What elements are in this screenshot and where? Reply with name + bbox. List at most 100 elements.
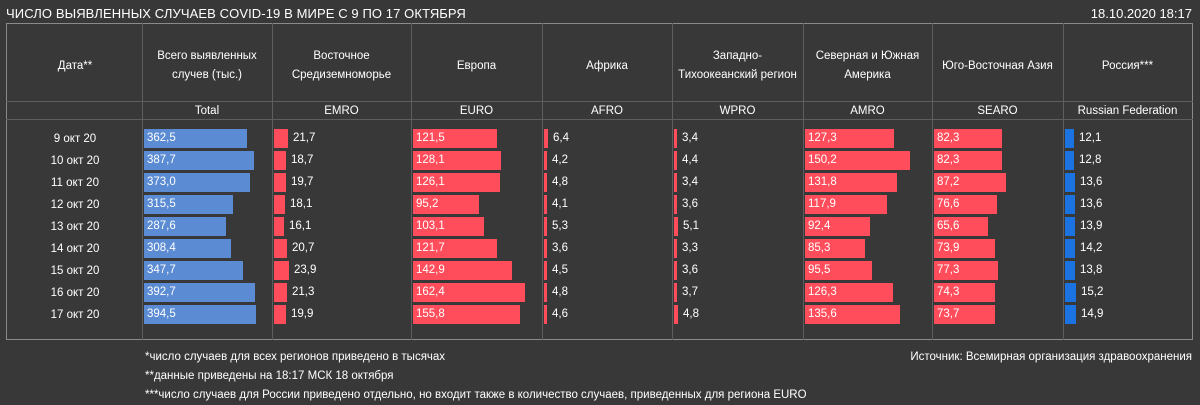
data-label: 347,7 bbox=[147, 264, 176, 276]
bar-emro bbox=[274, 151, 286, 170]
data-label: 362,5 bbox=[147, 132, 176, 144]
data-label: 162,4 bbox=[416, 286, 445, 298]
data-label: 4,8 bbox=[552, 286, 568, 298]
bar-emro bbox=[274, 129, 288, 148]
bar-wpro bbox=[674, 239, 677, 258]
column-separator bbox=[142, 23, 143, 340]
data-label: 13,9 bbox=[1080, 220, 1103, 232]
series-code-amro: AMRO bbox=[850, 105, 885, 117]
bar-emro bbox=[274, 261, 289, 280]
footnote-3: ***число случаев для России приведено от… bbox=[145, 389, 807, 401]
bar-amro bbox=[805, 305, 900, 324]
bar-russian-federation bbox=[1065, 195, 1075, 214]
data-label: 4,2 bbox=[552, 154, 568, 166]
series-code-emro: EMRO bbox=[324, 105, 359, 117]
bar-total bbox=[144, 173, 250, 192]
data-label: 85,3 bbox=[808, 242, 831, 254]
bar-emro bbox=[274, 239, 287, 258]
bar-total bbox=[144, 283, 255, 302]
bar-total bbox=[144, 305, 256, 324]
date-label: 16 окт 20 bbox=[50, 287, 100, 299]
bar-wpro bbox=[674, 129, 677, 148]
date-label: 12 окт 20 bbox=[50, 199, 100, 211]
bar-wpro bbox=[674, 261, 677, 280]
data-label: 3,6 bbox=[682, 264, 698, 276]
bar-russian-federation bbox=[1065, 239, 1075, 258]
data-label: 315,5 bbox=[147, 198, 176, 210]
series-code-searo: SEARO bbox=[977, 105, 1018, 117]
bar-euro bbox=[413, 217, 484, 236]
data-label: 18,7 bbox=[291, 154, 314, 166]
data-label: 308,4 bbox=[147, 242, 176, 254]
data-label: 142,9 bbox=[416, 264, 445, 276]
data-label: 82,3 bbox=[937, 154, 960, 166]
bar-total bbox=[144, 129, 247, 148]
bar-total bbox=[144, 239, 231, 258]
bar-wpro bbox=[674, 305, 678, 324]
series-header-afro: Африка bbox=[586, 59, 628, 72]
bar-searo bbox=[934, 305, 995, 324]
bar-amro bbox=[805, 151, 910, 170]
series-header-wpro: Западно- Тихоокеанский регион bbox=[678, 50, 797, 81]
bar-amro bbox=[805, 195, 887, 214]
data-label: 18,1 bbox=[290, 198, 313, 210]
data-label: 394,5 bbox=[147, 308, 176, 320]
data-label: 4,8 bbox=[683, 308, 699, 320]
data-label: 87,2 bbox=[937, 176, 960, 188]
header-divider bbox=[6, 101, 1193, 102]
series-header-amro: Северная и Южная Америка bbox=[815, 50, 920, 81]
bar-amro bbox=[805, 129, 894, 148]
data-label: 3,6 bbox=[552, 242, 568, 254]
column-separator bbox=[803, 23, 804, 340]
bar-amro bbox=[805, 283, 893, 302]
data-label: 12,1 bbox=[1079, 132, 1102, 144]
bar-euro bbox=[413, 195, 479, 214]
bar-russian-federation bbox=[1065, 305, 1076, 324]
bar-afro bbox=[544, 283, 547, 302]
series-header-russian-federation: Россия*** bbox=[1101, 59, 1154, 72]
data-label: 287,6 bbox=[147, 220, 176, 232]
date-label: 9 окт 20 bbox=[53, 133, 97, 145]
data-label: 121,5 bbox=[416, 132, 445, 144]
bar-euro bbox=[413, 129, 497, 148]
data-label: 6,4 bbox=[553, 132, 569, 144]
bar-searo bbox=[934, 239, 995, 258]
bar-russian-federation bbox=[1065, 173, 1075, 192]
data-label: 3,7 bbox=[682, 286, 698, 298]
bar-afro bbox=[544, 195, 547, 214]
date-label: 15 окт 20 bbox=[50, 265, 100, 277]
bar-amro bbox=[805, 239, 865, 258]
bar-emro bbox=[274, 283, 287, 302]
date-label: 11 окт 20 bbox=[51, 177, 99, 189]
data-label: 4,8 bbox=[552, 176, 568, 188]
bar-russian-federation bbox=[1065, 283, 1076, 302]
data-label: 5,1 bbox=[683, 220, 699, 232]
bar-euro bbox=[413, 239, 497, 258]
series-header-emro: Восточное Средиземноморье bbox=[291, 50, 392, 81]
data-label: 15,2 bbox=[1081, 286, 1104, 298]
bar-afro bbox=[544, 305, 547, 324]
bar-total bbox=[144, 151, 254, 170]
footnote-2: **данные приведены на 18:17 МСК 18 октяб… bbox=[145, 370, 394, 382]
data-label: 373,0 bbox=[147, 176, 176, 188]
data-label: 392,7 bbox=[147, 286, 176, 298]
data-label: 73,7 bbox=[937, 308, 960, 320]
series-code-wpro: WPRO bbox=[719, 105, 756, 117]
chart-title: ЧИСЛО ВЫЯВЛЕННЫХ СЛУЧАЕВ COVID-19 В МИРЕ… bbox=[6, 6, 466, 21]
data-label: 131,8 bbox=[808, 176, 837, 188]
bar-amro bbox=[805, 173, 897, 192]
data-label: 128,1 bbox=[416, 154, 445, 166]
bar-emro bbox=[274, 217, 284, 236]
bar-afro bbox=[544, 261, 547, 280]
bar-emro bbox=[274, 305, 286, 324]
data-label: 126,1 bbox=[416, 176, 445, 188]
bar-afro bbox=[544, 217, 547, 236]
data-label: 4,5 bbox=[552, 264, 568, 276]
data-label: 117,9 bbox=[808, 198, 836, 210]
bar-wpro bbox=[674, 217, 678, 236]
column-separator bbox=[272, 23, 273, 340]
bar-russian-federation bbox=[1065, 217, 1075, 236]
bar-russian-federation bbox=[1065, 129, 1074, 148]
data-label: 95,5 bbox=[808, 264, 831, 276]
footnote-1: *число случаев для всех регионов приведе… bbox=[145, 351, 446, 363]
